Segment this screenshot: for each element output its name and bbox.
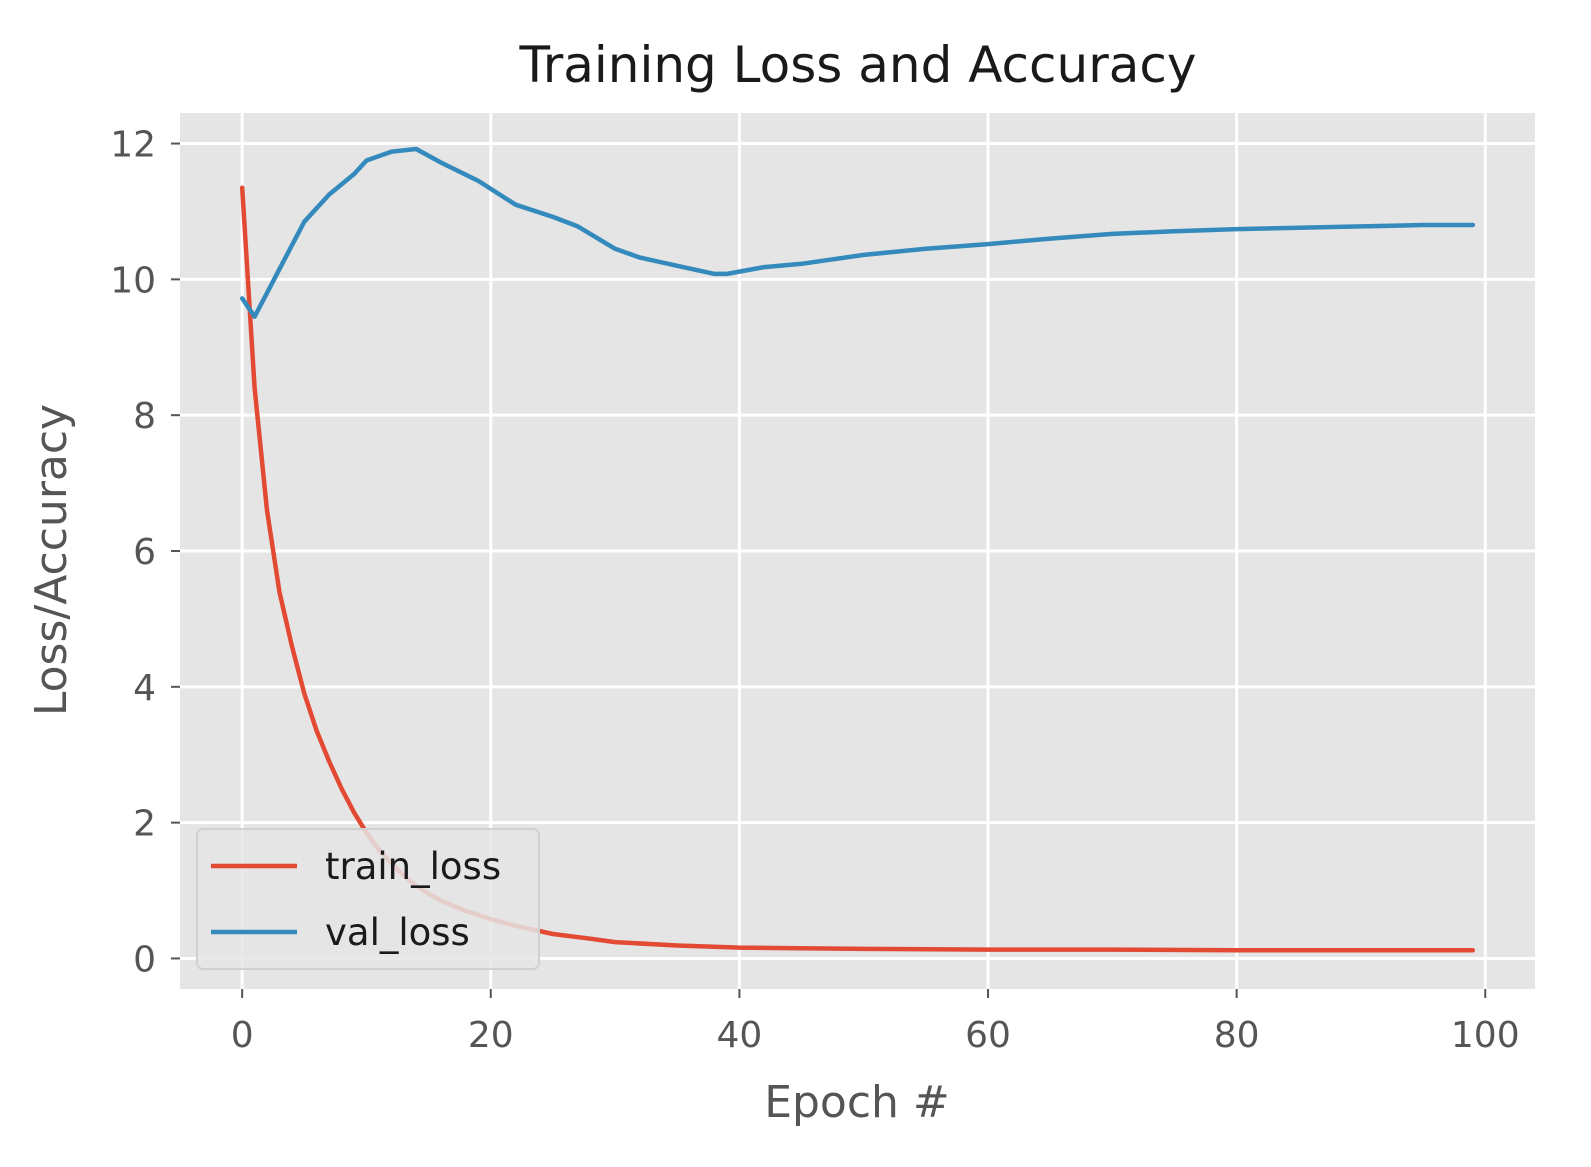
legend-label-train-loss: train_loss [325, 845, 501, 888]
axis-ticks: 0 20 40 60 80 100 0 2 4 6 8 10 12 [110, 125, 1519, 1056]
y-tick-label: 6 [133, 532, 156, 573]
x-axis-label: Epoch # [764, 1077, 950, 1128]
series-line-val-loss [239, 146, 1476, 319]
chart-title: Training Loss and Accuracy [519, 36, 1197, 94]
y-tick-label: 8 [133, 396, 156, 437]
y-tick-label: 0 [133, 939, 156, 980]
gridlines [180, 113, 1535, 989]
x-tick-label: 80 [1214, 1015, 1260, 1056]
y-tick-label: 10 [110, 260, 156, 301]
y-tick-label: 4 [133, 668, 156, 709]
legend-label-val-loss: val_loss [325, 911, 470, 954]
x-tick-label: 0 [231, 1015, 254, 1056]
x-tick-label: 20 [468, 1015, 514, 1056]
y-tick-label: 12 [110, 125, 156, 166]
x-tick-label: 60 [965, 1015, 1011, 1056]
y-axis-label: Loss/Accuracy [26, 404, 77, 716]
legend: train_loss val_loss [196, 828, 540, 970]
x-tick-label: 100 [1451, 1015, 1520, 1056]
y-tick-label: 2 [133, 804, 156, 845]
x-tick-label: 40 [716, 1015, 762, 1056]
